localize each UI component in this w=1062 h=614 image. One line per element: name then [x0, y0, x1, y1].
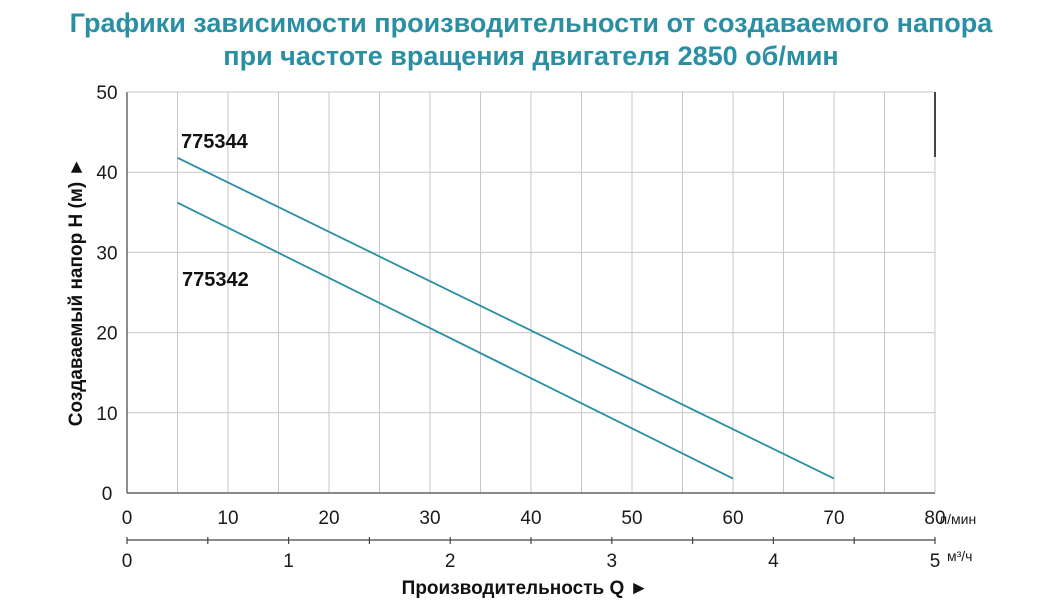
x-tick-label: 80 [924, 508, 945, 529]
x-tick-label: 30 [419, 508, 440, 529]
x-tick-label: 60 [722, 508, 743, 529]
grid [126, 91, 936, 494]
x-tick-label: 50 [621, 508, 642, 529]
x2-tick-label: 5 [930, 551, 941, 572]
x-tick-label: 20 [318, 508, 339, 529]
x-axis-title: Производительность Q ► [402, 578, 649, 599]
y-tick-label: 10 [96, 404, 117, 425]
x2-unit-label: м³/ч [947, 548, 972, 564]
series-label-775342: 775342 [182, 269, 249, 291]
y-axis-title: Создаваемый напор H (м) ► [66, 158, 87, 427]
y-tick-label: 50 [96, 83, 117, 104]
labels: 0 10 20 30 40 50 0 10 20 30 40 50 60 70 80л/мин 0 1 2 3 4 5 м… [66, 83, 976, 599]
y-tick-label: 40 [96, 163, 117, 184]
x2-tick-label: 2 [445, 551, 456, 572]
series-line-775344 [177, 156, 835, 480]
x2-tick-label: 1 [283, 551, 294, 572]
y-tick-label: 0 [102, 484, 113, 505]
x-unit-label: л/мин [939, 511, 976, 527]
x2-tick-label: 4 [768, 551, 779, 572]
y-tick-label: 20 [96, 324, 117, 345]
series-line-775342 [177, 201, 734, 480]
x2-tick-label: 0 [122, 551, 133, 572]
x-tick-label: 10 [217, 508, 238, 529]
y-tick-label: 30 [96, 243, 117, 264]
series-label-775344: 775344 [181, 131, 249, 153]
x2-tick-label: 3 [607, 551, 618, 572]
x-tick-label: 40 [520, 508, 541, 529]
axes [126, 91, 936, 544]
series-group [177, 156, 835, 480]
x-tick-label: 70 [823, 508, 844, 529]
x-tick-label: 0 [122, 508, 133, 529]
chart-title-line-2: при частоте вращения двигателя 2850 об/м… [223, 41, 839, 71]
chart-title-line-1: Графики зависимости производительности о… [69, 8, 993, 38]
